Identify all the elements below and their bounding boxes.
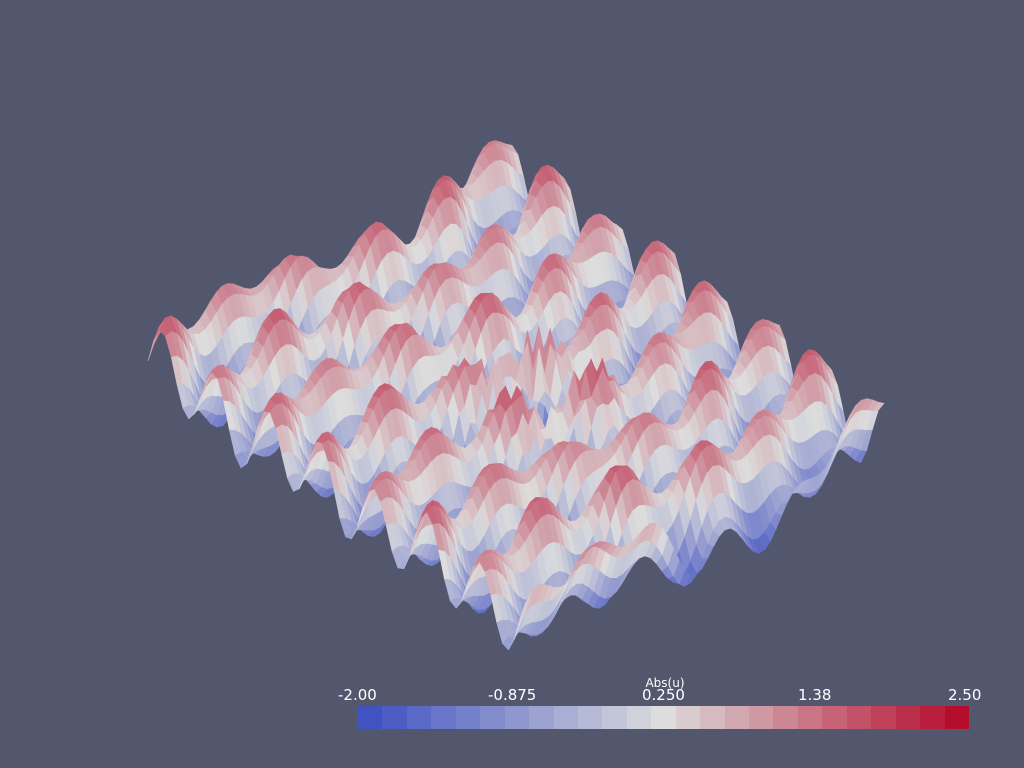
scalar-bar-swatch — [700, 706, 725, 729]
scalar-bar-swatch — [773, 706, 798, 729]
scalar-bar-swatch — [749, 706, 774, 729]
scalar-bar-tick-2: -0.875 — [488, 686, 537, 704]
scalar-bar-colors — [358, 706, 969, 729]
scalar-bar-swatch — [724, 706, 749, 729]
scalar-bar-swatch — [455, 706, 481, 729]
scalar-bar-swatch — [920, 706, 945, 729]
scalar-bar-swatch — [431, 706, 456, 729]
scalar-bar-swatch — [675, 706, 701, 729]
scalar-bar-swatch — [553, 706, 578, 729]
scalar-bar-swatch — [797, 706, 823, 729]
scalar-bar-tick-min: -2.00 — [338, 686, 377, 704]
scalar-bar-swatch — [358, 706, 383, 729]
scalar-bar-swatch — [846, 706, 872, 729]
scalar-bar-swatch — [382, 706, 407, 729]
scalar-bar-tick-3: 0.250 — [642, 686, 685, 704]
scalar-bar-swatch — [871, 706, 896, 729]
scalar-bar-title: Abs(u) — [645, 676, 685, 690]
scalar-bar-swatch — [602, 706, 627, 729]
scalar-bar-swatch — [529, 706, 554, 729]
scalar-bar-tick-4: 1.38 — [798, 686, 832, 704]
scalar-bar-swatch — [944, 706, 969, 729]
scalar-bar-swatch — [504, 706, 530, 729]
scalar-bar-swatch — [480, 706, 505, 729]
scalar-bar-swatch — [577, 706, 603, 729]
surface-mesh — [147, 140, 885, 651]
scalar-bar-swatch — [822, 706, 847, 729]
scalar-bar-swatch — [895, 706, 921, 729]
scalar-bar-tick-max: 2.50 — [948, 686, 982, 704]
scalar-bar-swatch — [626, 706, 652, 729]
scalar-bar-swatch — [651, 706, 676, 729]
scalar-bar-swatch — [406, 706, 432, 729]
surface-facet — [513, 602, 526, 640]
scalar-bar: Abs(u) -2.00 -0.875 0.250 1.38 2.50 — [338, 676, 990, 736]
